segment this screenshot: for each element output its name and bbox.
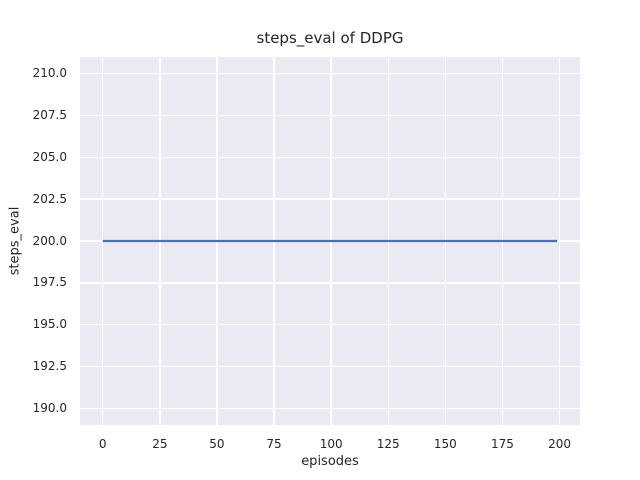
gridline: [80, 365, 580, 368]
y-tick-label: 207.5: [32, 108, 67, 123]
x-tick-label: 175: [491, 437, 514, 451]
y-tick-label: 202.5: [32, 191, 67, 206]
x-tick-label: 150: [433, 437, 457, 451]
y-tick-label: 210.0: [32, 66, 67, 81]
chart-title: steps_eval of DDPG: [256, 29, 404, 47]
y-tick-label: 190.0: [32, 400, 67, 415]
y-tick-label: 200.0: [32, 233, 67, 248]
x-tick-label: 75: [266, 437, 282, 451]
x-tick-label: 200: [548, 437, 571, 451]
gridline: [80, 282, 580, 284]
x-axis-label: episodes: [301, 454, 359, 469]
y-tick-label: 205.0: [32, 149, 67, 164]
gridline: [80, 198, 580, 200]
gridline: [102, 57, 104, 425]
x-tick-label: 0: [98, 437, 107, 451]
gridline: [80, 407, 580, 409]
y-tick-label: 197.5: [32, 275, 67, 290]
gridline: [80, 114, 580, 117]
gridline: [80, 323, 580, 326]
gridline: [80, 156, 580, 159]
data-line-layer: [102, 239, 558, 243]
gridline: [80, 73, 580, 75]
x-tick-label: 50: [209, 437, 225, 451]
plot-area: [80, 57, 580, 425]
x-tick-label: 25: [152, 437, 168, 451]
y-tick-label: 192.5: [32, 358, 67, 373]
x-tick-label: 100: [319, 437, 343, 451]
x-tick-label: 125: [376, 437, 400, 451]
y-tick-label: 195.0: [32, 317, 67, 332]
gridline: [558, 57, 561, 425]
